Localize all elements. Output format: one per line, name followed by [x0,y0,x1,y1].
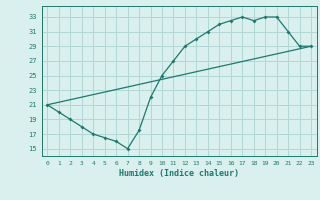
X-axis label: Humidex (Indice chaleur): Humidex (Indice chaleur) [119,169,239,178]
